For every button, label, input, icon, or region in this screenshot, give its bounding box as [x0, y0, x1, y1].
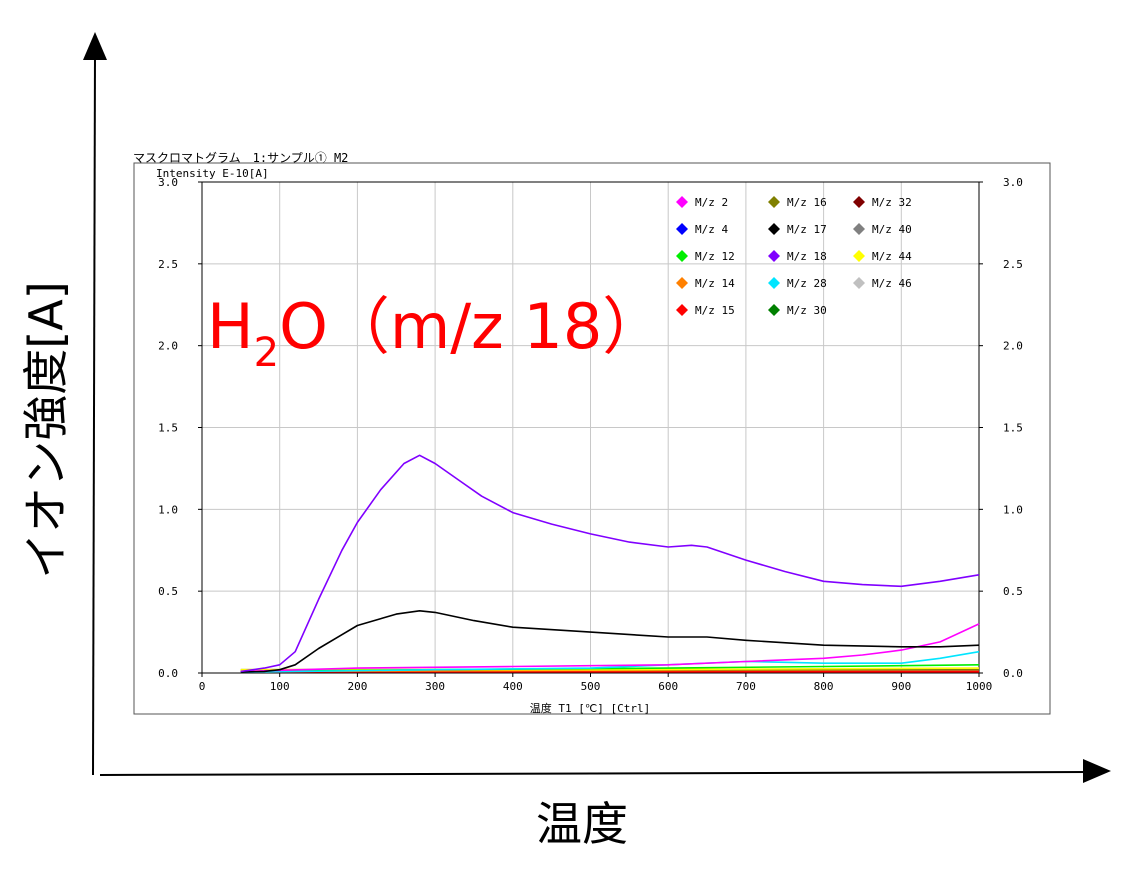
y-tick-label-right: 2.0	[1003, 340, 1023, 353]
x-tick-label: 900	[891, 680, 911, 693]
legend-label: M/z 30	[787, 304, 827, 317]
overlay-h: H	[207, 290, 254, 363]
y-tick-labels-left: 0.0 0.5 1.0 1.5 2.0 2.5 3.0	[158, 176, 202, 680]
legend-label: M/z 46	[872, 277, 912, 290]
legend-marker	[768, 277, 780, 289]
x-tick-label: 100	[270, 680, 290, 693]
plot-grid	[202, 182, 979, 673]
series-line-m-z-17	[240, 609, 980, 673]
series-line-m-z-18	[240, 454, 980, 673]
x-tick-label: 500	[581, 680, 601, 693]
overlay-rest: O（m/z 18）	[279, 290, 664, 363]
overlay-annotation: H2O（m/z 18）	[207, 290, 664, 376]
y-tick-label-left: 1.5	[158, 422, 178, 435]
chart-title: マスクロマトグラム 1:サンプル①_M2	[133, 151, 348, 165]
legend-marker	[676, 304, 688, 316]
legend-label: M/z 4	[695, 223, 728, 236]
legend: M/z 2 M/z 4 M/z 12 M/z 14 M/z 15 M/z 16 M/z 17…	[676, 196, 912, 317]
x-tick-label: 600	[658, 680, 678, 693]
y-tick-label-right: 2.5	[1003, 258, 1023, 271]
legend-label: M/z 32	[872, 196, 912, 209]
legend-label: M/z 2	[695, 196, 728, 209]
chart-frame	[133, 162, 1051, 715]
legend-marker	[676, 196, 688, 208]
outer-x-label: 温度	[536, 797, 628, 851]
x-tick-label: 300	[425, 680, 445, 693]
x-tick-label: 700	[736, 680, 756, 693]
legend-marker	[676, 223, 688, 235]
y-tick-label-left: 2.0	[158, 340, 178, 353]
x-axis-label: 温度 T1 [℃] [Ctrl]	[530, 701, 650, 715]
legend-label: M/z 15	[695, 304, 735, 317]
outer-y-arrow-icon	[83, 32, 107, 60]
outer-y-label: イオン強度[A]	[19, 281, 73, 578]
y-tick-label-right: 1.5	[1003, 422, 1023, 435]
legend-marker	[853, 250, 865, 262]
y-tick-label-right: 0.0	[1003, 667, 1023, 680]
x-tick-label: 200	[347, 680, 367, 693]
legend-marker	[768, 196, 780, 208]
outer-y-axis-line	[92, 49, 96, 776]
outer-x-arrow-icon	[1083, 759, 1111, 783]
legend-marker	[676, 250, 688, 262]
legend-label: M/z 44	[872, 250, 912, 263]
legend-label: M/z 12	[695, 250, 735, 263]
legend-label: M/z 28	[787, 277, 827, 290]
series-line-m-z-2	[240, 623, 980, 673]
y-tick-label-right: 1.0	[1003, 503, 1023, 516]
legend-label: M/z 18	[787, 250, 827, 263]
x-tick-label: 0	[199, 680, 206, 693]
legend-label: M/z 16	[787, 196, 827, 209]
legend-label: M/z 17	[787, 223, 827, 236]
y-tick-label-left: 0.5	[158, 585, 178, 598]
legend-marker	[853, 196, 865, 208]
y-tick-label-right: 3.0	[1003, 176, 1023, 189]
series-layer	[240, 454, 980, 674]
legend-label: M/z 14	[695, 277, 735, 290]
x-tick-label: 400	[503, 680, 523, 693]
x-tick-label: 800	[814, 680, 834, 693]
y-tick-label-right: 0.5	[1003, 585, 1023, 598]
y-tick-labels-right: 0.0 0.5 1.0 1.5 2.0 2.5 3.0	[979, 176, 1023, 680]
y-tick-label-left: 1.0	[158, 503, 178, 516]
outer-x-axis-line	[99, 771, 1091, 776]
y-tick-label-left: 3.0	[158, 176, 178, 189]
legend-marker	[768, 250, 780, 262]
legend-marker	[676, 277, 688, 289]
legend-marker	[853, 223, 865, 235]
overlay-subscript: 2	[254, 330, 279, 376]
y-axis-label: Intensity E-10[A]	[156, 167, 269, 180]
x-tick-labels: 0 100 200 300 400 500 600 700 800 900 1000	[199, 673, 993, 693]
legend-marker	[768, 223, 780, 235]
legend-label: M/z 40	[872, 223, 912, 236]
legend-marker	[853, 277, 865, 289]
y-tick-label-left: 0.0	[158, 667, 178, 680]
x-tick-label: 1000	[966, 680, 993, 693]
legend-marker	[768, 304, 780, 316]
y-tick-label-left: 2.5	[158, 258, 178, 271]
